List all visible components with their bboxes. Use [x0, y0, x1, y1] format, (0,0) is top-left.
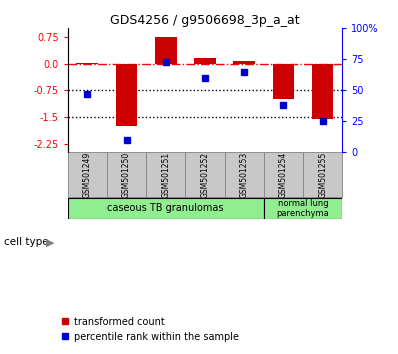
Bar [155, 37, 177, 64]
Bar [312, 64, 334, 119]
Text: caseous TB granulomas: caseous TB granulomas [107, 203, 224, 213]
Text: GSM501253: GSM501253 [240, 152, 249, 198]
Bar [68, 153, 107, 197]
Text: ▶: ▶ [46, 238, 54, 247]
Text: GSM501254: GSM501254 [279, 152, 288, 198]
Bar [76, 63, 98, 64]
Title: GDS4256 / g9506698_3p_a_at: GDS4256 / g9506698_3p_a_at [110, 14, 300, 27]
Bar [146, 153, 185, 197]
Bar [264, 153, 303, 197]
Text: GSM501252: GSM501252 [201, 152, 209, 198]
Legend: transformed count, percentile rank within the sample: transformed count, percentile rank withi… [57, 313, 243, 346]
Bar [116, 64, 137, 126]
Bar [273, 64, 294, 99]
Bar [303, 153, 342, 197]
Text: GSM501255: GSM501255 [318, 152, 327, 198]
Bar [233, 61, 255, 64]
Bar [68, 198, 264, 219]
Bar [264, 198, 342, 219]
Text: GSM501250: GSM501250 [122, 152, 131, 198]
Text: GSM501249: GSM501249 [83, 152, 92, 198]
Bar [107, 153, 146, 197]
Text: GSM501251: GSM501251 [161, 152, 170, 198]
Bar [185, 153, 224, 197]
Bar [224, 153, 264, 197]
Text: normal lung
parenchyma: normal lung parenchyma [277, 199, 330, 218]
Bar [194, 58, 216, 64]
Text: cell type: cell type [4, 238, 49, 247]
